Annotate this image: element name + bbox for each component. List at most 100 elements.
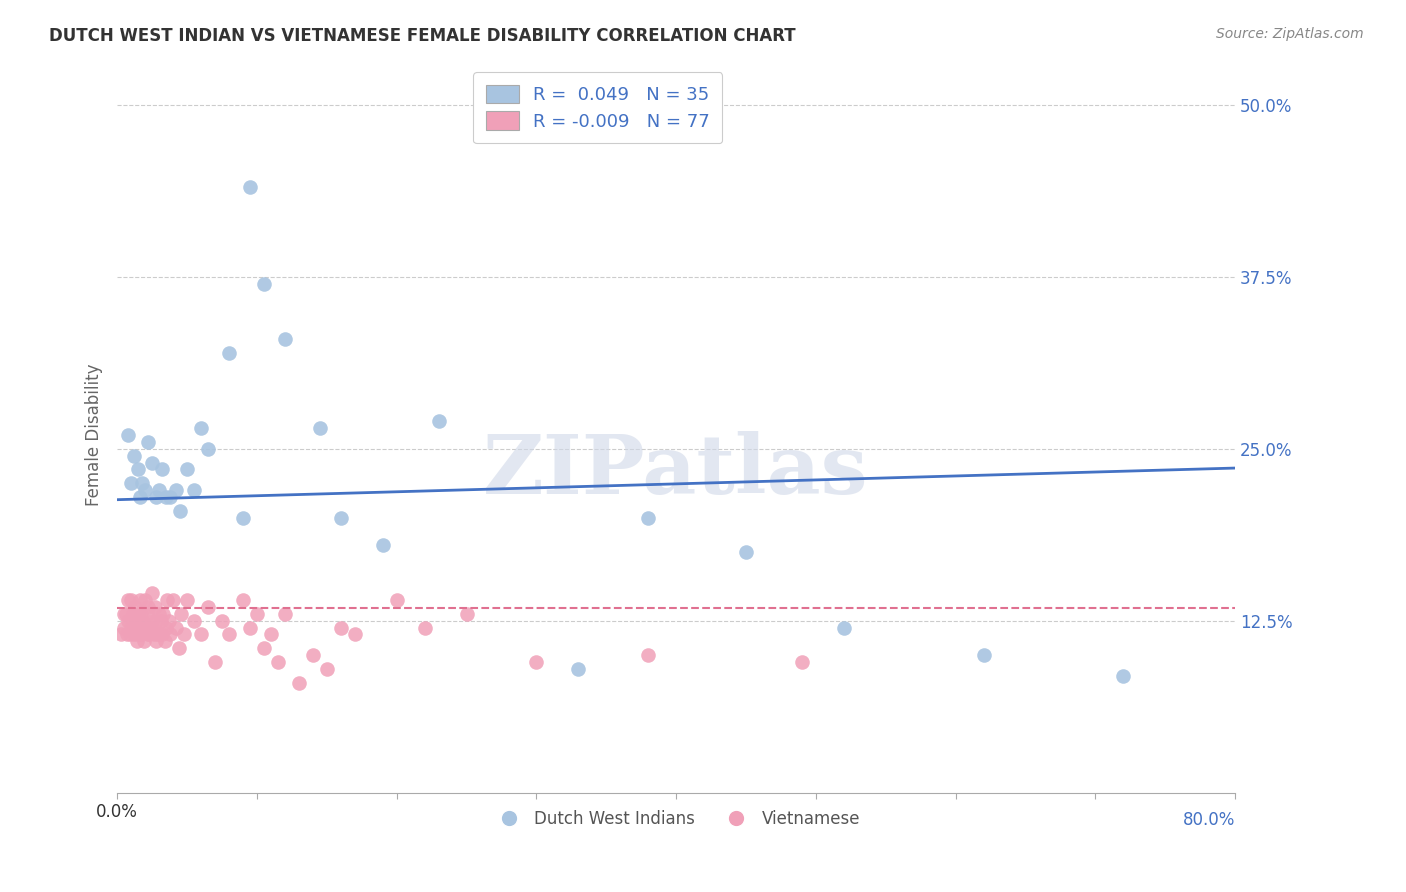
Point xyxy=(301,648,323,662)
Point xyxy=(128,621,150,635)
Point xyxy=(183,614,205,628)
Point xyxy=(122,627,145,641)
Point xyxy=(124,599,146,614)
Point xyxy=(134,483,156,497)
Point xyxy=(413,621,436,635)
Point xyxy=(162,593,184,607)
Point xyxy=(145,634,167,648)
Point xyxy=(129,607,152,621)
Point xyxy=(456,607,478,621)
Point xyxy=(155,621,177,635)
Point xyxy=(169,504,191,518)
Point xyxy=(176,462,198,476)
Point xyxy=(197,599,219,614)
Point xyxy=(274,332,297,346)
Point xyxy=(136,434,159,449)
Legend: Dutch West Indians, Vietnamese: Dutch West Indians, Vietnamese xyxy=(485,803,866,834)
Point xyxy=(165,483,187,497)
Point xyxy=(146,627,169,641)
Point xyxy=(218,345,240,359)
Point xyxy=(253,641,276,656)
Point xyxy=(114,607,136,621)
Point xyxy=(112,607,135,621)
Point xyxy=(152,607,174,621)
Point xyxy=(155,490,177,504)
Text: 80.0%: 80.0% xyxy=(1182,811,1234,829)
Point xyxy=(145,614,167,628)
Point xyxy=(239,621,262,635)
Point xyxy=(122,614,145,628)
Text: DUTCH WEST INDIAN VS VIETNAMESE FEMALE DISABILITY CORRELATION CHART: DUTCH WEST INDIAN VS VIETNAMESE FEMALE D… xyxy=(49,27,796,45)
Text: Source: ZipAtlas.com: Source: ZipAtlas.com xyxy=(1216,27,1364,41)
Point xyxy=(329,621,352,635)
Point xyxy=(190,627,212,641)
Point xyxy=(232,510,254,524)
Point xyxy=(637,648,659,662)
Point xyxy=(120,621,142,635)
Y-axis label: Female Disability: Female Disability xyxy=(86,364,103,507)
Point xyxy=(131,614,153,628)
Point xyxy=(526,655,548,669)
Point xyxy=(159,490,181,504)
Point xyxy=(122,449,145,463)
Point xyxy=(232,593,254,607)
Point xyxy=(157,614,180,628)
Point xyxy=(427,414,450,428)
Point xyxy=(567,662,589,676)
Point xyxy=(183,483,205,497)
Text: ZIPatlas: ZIPatlas xyxy=(484,431,869,511)
Point xyxy=(148,483,170,497)
Point xyxy=(385,593,408,607)
Point xyxy=(150,627,173,641)
Point xyxy=(135,607,157,621)
Point xyxy=(120,593,142,607)
Point xyxy=(735,545,758,559)
Point xyxy=(136,627,159,641)
Point xyxy=(131,627,153,641)
Point xyxy=(141,614,163,628)
Point xyxy=(127,462,149,476)
Point xyxy=(260,627,283,641)
Point xyxy=(832,621,855,635)
Point xyxy=(197,442,219,456)
Point xyxy=(138,627,160,641)
Point xyxy=(120,476,142,491)
Point xyxy=(343,627,366,641)
Point xyxy=(110,627,132,641)
Point xyxy=(112,621,135,635)
Point xyxy=(170,607,193,621)
Point xyxy=(117,593,139,607)
Point xyxy=(125,634,148,648)
Point xyxy=(288,675,311,690)
Point xyxy=(790,655,813,669)
Point xyxy=(115,627,138,641)
Point xyxy=(141,586,163,600)
Point xyxy=(211,614,233,628)
Point xyxy=(136,599,159,614)
Point xyxy=(267,655,290,669)
Point xyxy=(167,641,190,656)
Point xyxy=(127,607,149,621)
Point xyxy=(150,462,173,476)
Point xyxy=(329,510,352,524)
Point xyxy=(149,614,172,628)
Point xyxy=(190,421,212,435)
Point xyxy=(145,490,167,504)
Point xyxy=(128,490,150,504)
Point xyxy=(315,662,337,676)
Point xyxy=(308,421,330,435)
Point xyxy=(118,627,141,641)
Point xyxy=(134,621,156,635)
Point xyxy=(117,428,139,442)
Point xyxy=(141,456,163,470)
Point xyxy=(165,621,187,635)
Point xyxy=(131,476,153,491)
Point xyxy=(132,634,155,648)
Point xyxy=(134,593,156,607)
Point xyxy=(128,593,150,607)
Point xyxy=(239,180,262,194)
Point xyxy=(1112,669,1135,683)
Point xyxy=(204,655,226,669)
Point xyxy=(218,627,240,641)
Point xyxy=(156,593,179,607)
